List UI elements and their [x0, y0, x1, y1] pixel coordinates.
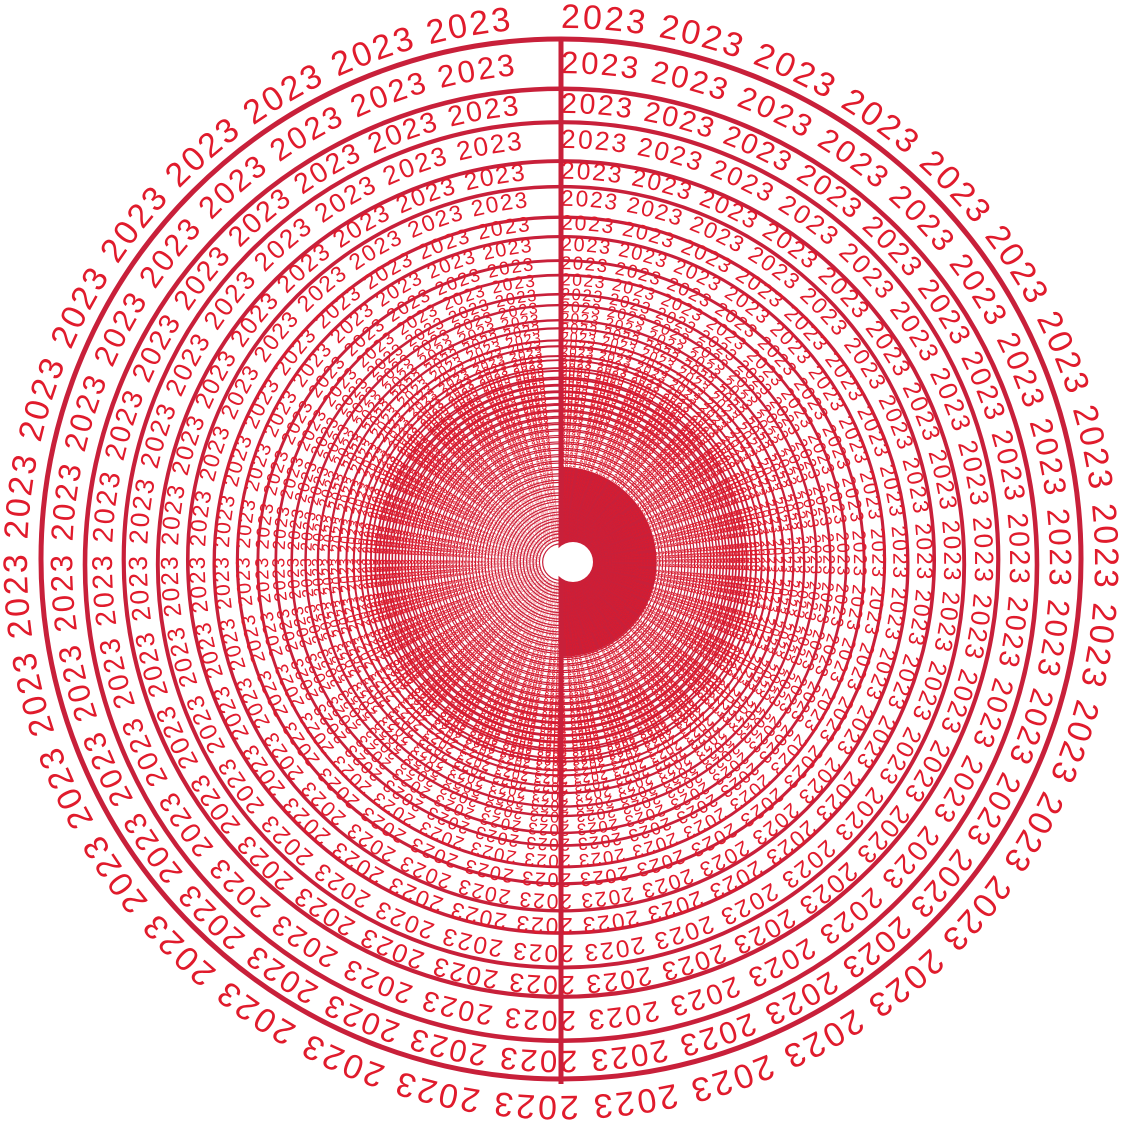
center-hole	[553, 542, 593, 582]
